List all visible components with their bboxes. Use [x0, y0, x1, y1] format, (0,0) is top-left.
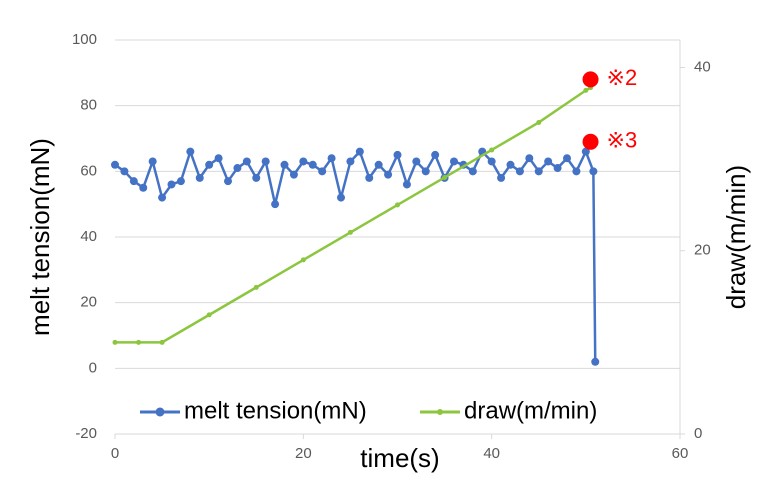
y-tick-label: 80	[80, 97, 97, 114]
series-line	[115, 86, 592, 344]
x-tick-label: 20	[295, 445, 312, 462]
series-point	[111, 160, 119, 169]
series-line	[114, 147, 597, 362]
series-point	[139, 183, 148, 192]
series-point	[120, 167, 129, 176]
series-point	[402, 180, 411, 189]
series-point	[515, 167, 524, 176]
series-point	[421, 167, 430, 176]
series-point	[148, 157, 157, 166]
series-point	[300, 257, 306, 263]
series-point	[252, 173, 261, 182]
series-point	[318, 167, 327, 176]
annotation-text: ※2	[607, 65, 638, 90]
series-point	[299, 157, 308, 166]
series-point	[214, 154, 223, 163]
series-point	[581, 147, 590, 156]
series-point	[583, 87, 589, 93]
y2-axis-title: draw(m/min)	[721, 165, 751, 309]
series-point	[384, 170, 393, 179]
y2-tick-label: 20	[694, 242, 711, 259]
series-point	[195, 173, 204, 182]
series-point	[393, 150, 402, 159]
series-point	[450, 157, 458, 166]
series-point	[497, 173, 506, 182]
y-tick-label: 0	[89, 359, 97, 376]
series-point	[536, 119, 542, 125]
series-point	[206, 312, 212, 318]
series-point	[308, 160, 317, 169]
series-point	[253, 284, 259, 290]
series-point	[563, 154, 571, 163]
y-axis-title: melt tension(mN)	[25, 138, 55, 336]
series-point	[233, 164, 242, 173]
y-tick-label: 20	[80, 294, 97, 311]
series-point	[327, 154, 336, 163]
y-tick-label: 100	[72, 31, 97, 48]
series-point	[205, 160, 214, 169]
series-point	[487, 157, 496, 166]
series-point	[346, 157, 355, 166]
series-point	[468, 167, 477, 176]
series-point	[534, 167, 543, 176]
series-point	[553, 164, 562, 173]
series-point	[355, 147, 364, 156]
series-point	[506, 160, 515, 169]
series-point	[271, 200, 280, 209]
y2-tick-label: 40	[694, 58, 711, 75]
series-point	[280, 160, 289, 169]
y-tick-label: 40	[80, 228, 97, 245]
legend-label: draw(m/min)	[464, 397, 597, 424]
series-point	[489, 147, 495, 153]
series-point	[365, 173, 374, 182]
series-point	[337, 193, 345, 202]
legend-marker	[437, 409, 443, 415]
x-axis-title: time(s)	[360, 443, 439, 473]
series-point	[129, 177, 138, 186]
series-point	[544, 157, 553, 166]
series-point	[395, 202, 400, 208]
series-point	[431, 150, 440, 159]
series-point	[525, 154, 534, 163]
series-point	[167, 180, 176, 189]
series-point	[572, 167, 581, 176]
series-point	[374, 160, 383, 169]
series-point	[158, 193, 167, 202]
series-point	[159, 339, 165, 345]
series-point	[176, 177, 185, 186]
annotation-text: ※3	[607, 128, 638, 153]
y-tick-label: -20	[75, 425, 97, 442]
y-tick-label: 60	[80, 162, 97, 179]
x-tick-label: 60	[672, 445, 689, 462]
series-point	[261, 157, 270, 166]
series-point	[442, 174, 448, 180]
y2-tick-label: 0	[694, 425, 702, 442]
legend-marker	[155, 407, 165, 417]
series-point	[591, 357, 600, 366]
annotation-marker	[582, 71, 599, 88]
x-tick-label: 40	[483, 445, 500, 462]
series-point	[589, 167, 598, 176]
series-point	[136, 339, 142, 345]
series-point	[347, 229, 353, 235]
x-tick-label: 0	[111, 445, 119, 462]
series-point	[412, 157, 421, 166]
series-point	[186, 147, 195, 156]
legend-label: melt tension(mN)	[184, 397, 367, 424]
annotation-marker	[582, 133, 599, 150]
series-point	[289, 170, 298, 179]
series-point	[224, 177, 232, 186]
series-point	[112, 339, 118, 345]
series-point	[242, 157, 251, 166]
